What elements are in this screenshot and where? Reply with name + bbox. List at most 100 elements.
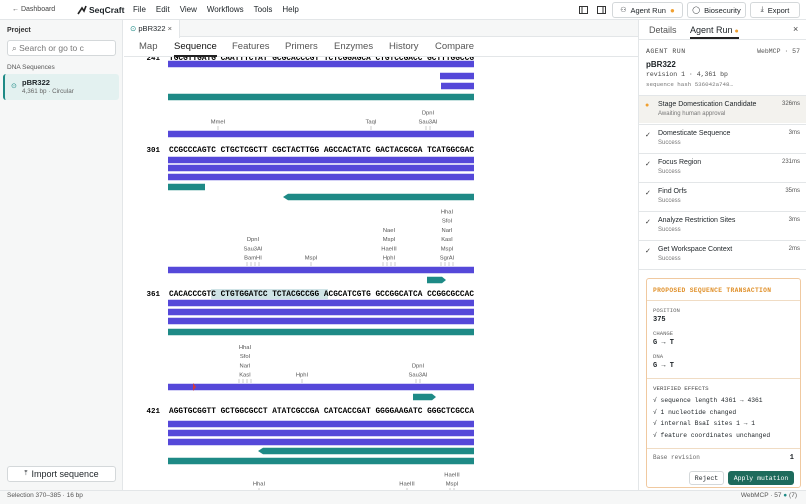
sub-tabs: Map Sequence Features Primers Enzymes History… — [124, 38, 638, 57]
sequence-view: 241 TGCGTTGATG CAATTTCTAT GCGCACCCGT TCTC… — [146, 57, 474, 490]
step-icon: ✓ — [645, 248, 651, 255]
biosecurity-button[interactable]: ◯ Biosecurity — [687, 2, 746, 18]
tab-dot: ● — [732, 28, 739, 35]
enzyme-label: Sau3AI — [243, 246, 262, 252]
step-status: Success — [658, 169, 681, 175]
brand: SeqCraft — [89, 5, 125, 15]
sub-tab[interactable]: History — [389, 41, 419, 52]
row-number: 361 — [146, 291, 160, 299]
section-label: DNA Sequences — [7, 64, 55, 71]
import-text: Import sequence — [31, 469, 99, 479]
sub-tab[interactable]: Features — [232, 41, 270, 52]
enzyme-label: HhaI — [239, 345, 252, 351]
layout-icon[interactable] — [575, 3, 591, 17]
effect-item: √ internal BsaI sites 1 → 1 — [653, 420, 756, 427]
run-revision: revision 1 · 4,361 bp — [646, 71, 728, 78]
step-name: Get Workspace Context — [658, 246, 733, 253]
enzyme-label: KasI — [239, 373, 251, 379]
sequence-list: ⊙ pBR322 4,361 bp · Circular — [3, 74, 119, 100]
feature-bar — [168, 438, 474, 446]
step-icon: ✓ — [645, 190, 651, 197]
field-label: DNA — [653, 353, 664, 360]
feature-bar — [168, 93, 474, 101]
file-tab[interactable]: ⊙ pBR322 × — [124, 20, 180, 38]
card-divider — [647, 378, 800, 379]
run-heading: AGENT RUN — [646, 48, 686, 55]
sequence-item[interactable]: ⊙ pBR322 4,361 bp · Circular — [3, 74, 119, 100]
feature-bar — [168, 429, 474, 437]
step-time: 231ms — [781, 159, 800, 165]
search-box[interactable]: ⌕ Search or go to c — [7, 40, 116, 56]
source-text: WebMCP · 57 — [740, 492, 782, 499]
feature-bar — [168, 183, 205, 191]
panel-tab-text: Agent Run — [690, 25, 733, 35]
feature-bar — [168, 156, 474, 164]
agent-run-button[interactable]: ⚇ Agent Run ● — [612, 2, 683, 18]
menu-item[interactable]: Tools — [253, 5, 273, 14]
status-bar — [0, 490, 806, 504]
feature-bar — [168, 420, 474, 428]
feature-bar — [413, 393, 436, 401]
apply-button[interactable]: Apply mutation — [728, 471, 794, 485]
sub-tab[interactable]: Primers — [285, 41, 318, 52]
enzyme-label: DpnI — [247, 237, 260, 243]
sub-tab[interactable]: Sequence — [174, 41, 217, 57]
enzyme-label: MmeI — [211, 120, 226, 126]
step-name: Find Orfs — [658, 188, 687, 195]
menu-item[interactable]: File — [133, 5, 146, 14]
enzyme-label: SfoI — [240, 354, 251, 360]
card-title: PROPOSED SEQUENCE TRANSACTION — [653, 287, 772, 294]
card-divider — [647, 448, 800, 449]
enzyme-label: NaeI — [383, 228, 396, 234]
reject-button[interactable]: Reject — [689, 471, 724, 485]
tab-bar — [639, 20, 806, 40]
sequence-text: TGCGTTGATG CAATTTCTAT GCGCACCCGT TCTCGGA… — [169, 57, 474, 63]
feature-bar — [168, 328, 474, 336]
feature-bar — [168, 317, 474, 325]
enzyme-label: SgrAI — [440, 256, 455, 262]
effect-item: √ 1 nucleotide changed — [653, 408, 737, 416]
panel-icon[interactable] — [593, 3, 609, 17]
menu-item[interactable]: Workflows — [206, 5, 244, 14]
export-button[interactable]: ⤓ Export — [750, 2, 800, 18]
file-tab-text: pBR322 — [138, 24, 166, 33]
effect-item: √ feature coordinates unchanged — [653, 431, 771, 439]
field-value: G → T — [653, 339, 675, 347]
feature-bar — [168, 457, 474, 465]
sub-tab[interactable]: Enzymes — [334, 41, 374, 52]
menu-item[interactable]: Help — [282, 5, 299, 14]
import-button[interactable]: ⤒ Import sequence — [7, 466, 116, 482]
menu: File Edit View Workflows Tools Help — [133, 5, 299, 14]
item-meta: 4,361 bp · Circular — [22, 88, 74, 95]
search-placeholder: Search or go to c — [19, 43, 84, 53]
step-icon: ✓ — [645, 161, 651, 168]
panel-tab[interactable]: Details — [649, 25, 677, 35]
logo — [77, 5, 87, 15]
enzyme-label: HphI — [383, 256, 396, 262]
feature-bar — [441, 82, 474, 90]
back-link[interactable]: ← Dashboard — [12, 6, 56, 13]
agent-panel: Details Agent Run ● × AGENT RUN WebMCP · 57 p… — [638, 20, 806, 490]
source-status: WebMCP · 57 ● (7) — [740, 492, 797, 499]
step-row: ✓ Domesticate Sequence Success 3ms — [639, 124, 806, 152]
base-value: 1 — [789, 454, 794, 462]
selection-status: Selection 370–385 · 16 bp — [7, 492, 83, 499]
feature-bar — [427, 276, 446, 284]
enzyme-label: MspI — [441, 246, 454, 252]
panel-tab[interactable]: Agent Run ● — [690, 25, 739, 39]
sub-tab[interactable]: Compare — [435, 41, 475, 52]
enzyme-label: MspI — [383, 237, 396, 243]
enzyme-label: DpnI — [412, 363, 425, 369]
feature-bar — [168, 308, 474, 316]
menu-item[interactable]: Edit — [155, 5, 170, 14]
sub-tab[interactable]: Map — [139, 41, 158, 52]
feature-bar — [168, 383, 474, 391]
item-name: pBR322 — [22, 78, 50, 87]
enzyme-label: NarI — [442, 228, 453, 234]
top-bar — [0, 0, 806, 20]
enzyme-label: NarI — [240, 363, 251, 369]
enzyme-label: Sau3AI — [408, 373, 427, 379]
menu-item[interactable]: View — [179, 5, 197, 14]
close-icon[interactable]: × — [793, 24, 799, 34]
